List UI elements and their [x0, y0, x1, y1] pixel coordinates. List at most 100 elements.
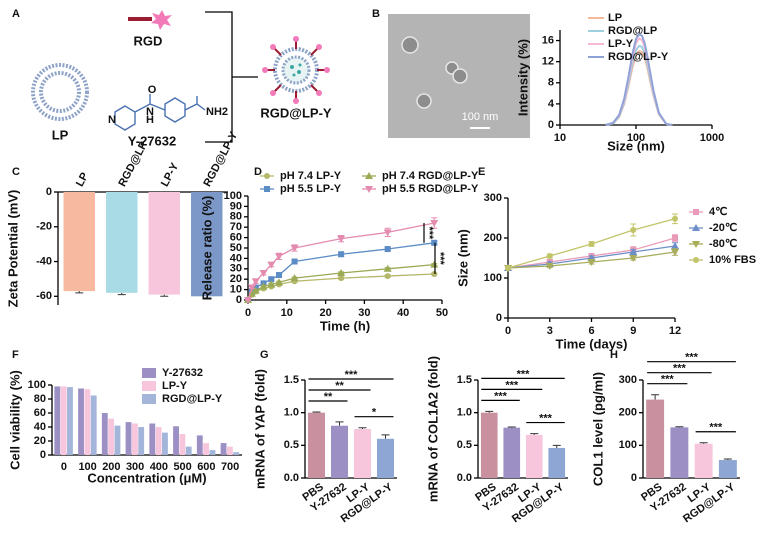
y-axis-label: Cell viability (%): [7, 370, 22, 470]
point: [337, 235, 346, 243]
legend-label: pH 7.4 LP-Y: [280, 170, 342, 182]
bar: [646, 399, 665, 478]
point: [244, 297, 252, 304]
legend-marker: [693, 209, 699, 215]
legend-swatch: [142, 368, 156, 378]
x-axis-label: Size (nm): [607, 138, 665, 153]
x-tick-label: 3: [547, 325, 553, 337]
point: [431, 239, 438, 246]
atom-label: H: [146, 114, 154, 126]
error-bar: [485, 410, 494, 413]
significance-label: ***: [423, 226, 435, 240]
bar: [226, 446, 233, 455]
bar: [78, 388, 84, 455]
y-axis-label: Zeta Potential (mV): [5, 190, 20, 308]
y-tick-label: 90: [230, 200, 242, 212]
y-tick-label: 1.5: [284, 374, 299, 386]
bar: [125, 422, 132, 455]
y-tick-label: 50: [230, 242, 242, 254]
point: [259, 282, 268, 290]
y-tick-label: 100: [619, 439, 637, 451]
error-bar: [75, 291, 84, 294]
y-tick-label: 1.0: [284, 407, 299, 419]
ligand-label: RGD: [134, 33, 163, 48]
panel-label: F: [12, 349, 19, 361]
legend-label: LP: [608, 12, 622, 24]
significance-label: ***: [505, 379, 519, 391]
y-tick-label: 40: [34, 421, 46, 433]
bar: [203, 443, 210, 455]
error-bar: [530, 433, 539, 435]
bar: [148, 192, 180, 295]
y-tick-label: 12: [542, 56, 554, 68]
scale-bar-label: 100 nm: [462, 111, 499, 123]
bar: [90, 395, 97, 455]
point: [337, 268, 346, 276]
y-tick-label: 0: [40, 449, 46, 461]
legend-swatch: [142, 381, 156, 391]
y-tick-label: 1.5: [457, 374, 472, 386]
x-tick-label: 0: [505, 325, 511, 337]
point: [672, 215, 678, 222]
liposome-label: LP: [52, 127, 69, 142]
point: [290, 245, 299, 252]
bar: [376, 438, 395, 478]
point: [247, 284, 256, 292]
schematic: LP RGD O N N H NH2 Y-27632 RGD@LP-Y: [31, 10, 332, 148]
bar: [162, 432, 168, 455]
bar: [84, 389, 91, 455]
error-bar: [699, 442, 708, 444]
point: [267, 280, 276, 288]
x-tick-label: 10: [281, 307, 293, 319]
liposome-outer: [31, 63, 89, 121]
point: [383, 264, 392, 272]
point: [268, 276, 275, 283]
y-tick-label: -40: [36, 255, 52, 267]
x-tick-label: 50: [436, 307, 448, 319]
bar: [220, 443, 227, 455]
point: [431, 271, 438, 277]
x-axis-label: Time (days): [555, 336, 627, 351]
y-tick-label: 300: [484, 192, 502, 204]
y-tick-label: 0: [46, 186, 52, 198]
y-axis-label: Release ratio (%): [199, 196, 214, 301]
bar: [108, 418, 115, 455]
y-tick-label: 0.5: [457, 439, 472, 451]
y-tick-label: 1.0: [457, 407, 472, 419]
legend-label: -80℃: [709, 238, 737, 250]
error-bar: [312, 411, 321, 413]
significance-label: ***: [661, 374, 675, 386]
y-axis-label: Intensity (%): [515, 39, 530, 116]
x-tick-label: 1000: [700, 132, 724, 144]
y-axis-label: mRNA of COL1A2 (fold): [425, 356, 440, 502]
x-tick-label: 200: [102, 461, 120, 473]
x-tick-label: 40: [397, 307, 409, 319]
panel-label: E: [478, 166, 485, 178]
point: [276, 272, 283, 279]
y-tick-label: 60: [34, 407, 46, 419]
legend-marker: [692, 241, 700, 248]
point: [275, 278, 284, 286]
rgd-head: [151, 10, 172, 30]
legend-label: RGD@LP-Y: [608, 51, 669, 63]
point: [430, 260, 439, 268]
atom-label: N: [146, 106, 154, 118]
merge-bracket: [205, 11, 258, 143]
y-tick-label: 80: [230, 211, 242, 223]
y-axis-label: Size (nm): [455, 229, 470, 287]
x-tick-label: 0: [61, 461, 67, 473]
bar: [114, 425, 121, 455]
significance-label: ***: [673, 363, 687, 375]
error-bar: [202, 296, 211, 299]
product-inner: [281, 55, 311, 85]
bar: [307, 412, 326, 478]
y-axis-label: mRNA of YAP (fold): [252, 369, 267, 489]
error-bar: [651, 394, 660, 400]
y-tick-label: 200: [619, 407, 637, 419]
significance-label: ***: [685, 352, 699, 364]
panel-label: C: [12, 166, 20, 178]
y-tick-label: 40: [230, 252, 242, 264]
y-tick-label: 0.0: [284, 472, 299, 484]
product-drug: [290, 63, 302, 77]
